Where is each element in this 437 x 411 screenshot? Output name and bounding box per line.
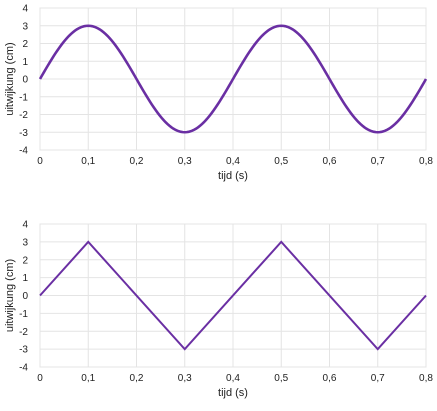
x-axis-label: tijd (s) [218, 387, 248, 399]
x-tick-label: 0,2 [130, 156, 144, 167]
y-tick-label: 3 [22, 237, 28, 248]
x-tick-label: 0,3 [178, 373, 192, 384]
x-tick-label: 0,8 [419, 156, 433, 167]
y-tick-label: 0 [22, 291, 28, 302]
x-tick-label: 0,5 [274, 373, 288, 384]
x-tick-label: 0 [37, 373, 43, 384]
y-tick-label: 3 [22, 21, 28, 32]
x-tick-label: 0,4 [226, 156, 240, 167]
triangle-displacement-chart: 0 0,1 0,2 0,3 0,4 0,5 0,6 0,7 0,8 4 3 2 1 0 -1 -2 -3 -4 ti… [4, 220, 433, 400]
y-tick-label: -3 [19, 345, 28, 356]
y-tick-label: -2 [19, 327, 28, 338]
x-tick-label: 0,2 [130, 373, 144, 384]
y-axis-label: uitwijkung (cm) [4, 259, 16, 332]
y-tick-label: 1 [22, 273, 28, 284]
y-axis-label: uitwijkung (cm) [4, 42, 16, 115]
x-tick-label: 0,3 [178, 156, 192, 167]
x-tick-label: 0,5 [274, 156, 288, 167]
y-tick-label: 0 [22, 75, 28, 86]
y-tick-label: 4 [22, 4, 28, 15]
sine-displacement-chart: 0 0,1 0,2 0,3 0,4 0,5 0,6 0,7 0,8 4 3 2 1 0 -1 -2 -3 -4 ti… [4, 4, 433, 183]
y-tick-label: -1 [19, 309, 28, 320]
x-tick-label: 0,1 [81, 373, 95, 384]
y-tick-label: -1 [19, 92, 28, 103]
y-tick-label: -2 [19, 110, 28, 121]
y-tick-label: 2 [22, 39, 28, 50]
x-axis-label: tijd (s) [218, 170, 248, 182]
x-tick-label: 0,6 [323, 373, 337, 384]
series-line [39, 240, 427, 351]
y-tick-label: -4 [19, 363, 28, 374]
x-tick-label: 0,8 [419, 373, 433, 384]
y-tick-label: 2 [22, 255, 28, 266]
x-tick-label: 0 [37, 156, 43, 167]
x-tick-label: 0,7 [371, 373, 385, 384]
y-tick-label: 1 [22, 57, 28, 68]
y-tick-label: -3 [19, 128, 28, 139]
x-tick-label: 0,7 [371, 156, 385, 167]
x-tick-label: 0,6 [323, 156, 337, 167]
x-tick-label: 0,1 [81, 156, 95, 167]
y-tick-label: 4 [22, 220, 28, 231]
y-tick-label: -4 [19, 146, 28, 157]
x-tick-label: 0,4 [226, 373, 240, 384]
series-line [38, 24, 428, 134]
